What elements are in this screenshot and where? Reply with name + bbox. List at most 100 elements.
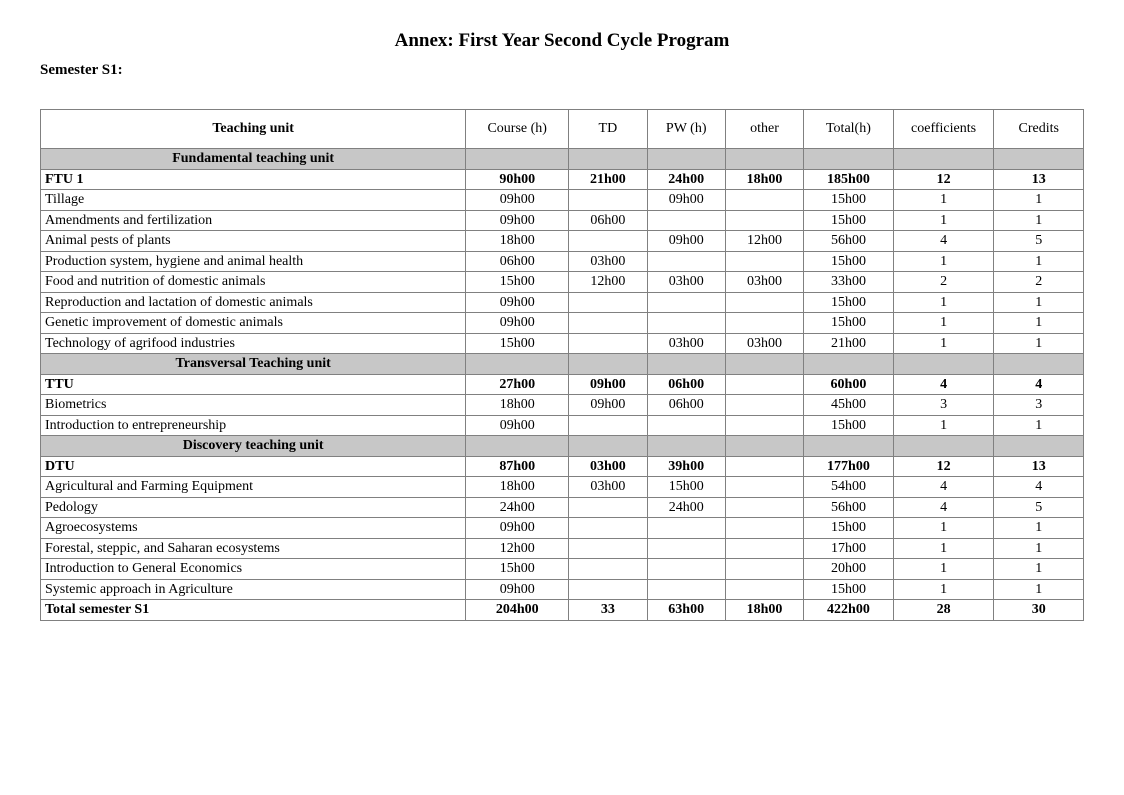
section-0-row-2-course: 18h00 <box>466 231 569 252</box>
section-1-header: TTU27h0009h0006h0060h0044 <box>41 374 1084 395</box>
section-empty <box>569 436 647 457</box>
section-1-row-1-course: 09h00 <box>466 415 569 436</box>
section-empty <box>893 436 994 457</box>
section-0-row-6: Genetic improvement of domestic animals0… <box>41 313 1084 334</box>
section-0-row-6-name: Genetic improvement of domestic animals <box>41 313 466 334</box>
section-2-row-5-coeff: 1 <box>893 579 994 600</box>
section-1-row-1-pw <box>647 415 725 436</box>
section-2-row-3-td <box>569 538 647 559</box>
section-2-row-4: Introduction to General Economics15h0020… <box>41 559 1084 580</box>
section-1-header-total: 60h00 <box>804 374 894 395</box>
section-0-row-1-total: 15h00 <box>804 210 894 231</box>
section-2-row-1-total: 56h00 <box>804 497 894 518</box>
section-1-header-td: 09h00 <box>569 374 647 395</box>
section-0-row-5-pw <box>647 292 725 313</box>
section-0-row-0-course: 09h00 <box>466 190 569 211</box>
section-0-row-3-name: Production system, hygiene and animal he… <box>41 251 466 272</box>
section-1-row-0-name: Biometrics <box>41 395 466 416</box>
section-2-header-name: DTU <box>41 456 466 477</box>
section-title-row: Fundamental teaching unit <box>41 149 1084 170</box>
section-2-row-3-total: 17h00 <box>804 538 894 559</box>
section-2-row-2-coeff: 1 <box>893 518 994 539</box>
section-empty <box>569 354 647 375</box>
section-empty <box>725 436 803 457</box>
section-0-row-0-total: 15h00 <box>804 190 894 211</box>
section-2-row-3-course: 12h00 <box>466 538 569 559</box>
section-2-header: DTU87h0003h0039h00177h001213 <box>41 456 1084 477</box>
section-2-row-5-course: 09h00 <box>466 579 569 600</box>
section-2-row-2-name: Agroecosystems <box>41 518 466 539</box>
section-2-row-0-name: Agricultural and Farming Equipment <box>41 477 466 498</box>
section-0-row-5-coeff: 1 <box>893 292 994 313</box>
section-2-header-other <box>725 456 803 477</box>
section-2-row-3-credits: 1 <box>994 538 1084 559</box>
section-empty <box>893 149 994 170</box>
section-empty <box>893 354 994 375</box>
section-0-row-6-course: 09h00 <box>466 313 569 334</box>
section-2-row-0-course: 18h00 <box>466 477 569 498</box>
section-2-row-4-name: Introduction to General Economics <box>41 559 466 580</box>
section-0-row-3-course: 06h00 <box>466 251 569 272</box>
section-0-row-7-course: 15h00 <box>466 333 569 354</box>
section-empty <box>994 436 1084 457</box>
section-title: Transversal Teaching unit <box>41 354 466 375</box>
section-1-row-0-coeff: 3 <box>893 395 994 416</box>
section-2-row-3-pw <box>647 538 725 559</box>
total-semester-row-name: Total semester S1 <box>41 600 466 621</box>
col-pw: PW (h) <box>647 110 725 149</box>
total-semester-row-total: 422h00 <box>804 600 894 621</box>
section-0-header-name: FTU 1 <box>41 169 466 190</box>
section-0-header-coeff: 12 <box>893 169 994 190</box>
section-2-row-1-course: 24h00 <box>466 497 569 518</box>
section-title: Fundamental teaching unit <box>41 149 466 170</box>
section-0-row-6-pw <box>647 313 725 334</box>
section-2-header-coeff: 12 <box>893 456 994 477</box>
section-1-row-1-total: 15h00 <box>804 415 894 436</box>
section-0-row-0-credits: 1 <box>994 190 1084 211</box>
section-0-row-5-td <box>569 292 647 313</box>
section-0-row-2-total: 56h00 <box>804 231 894 252</box>
section-0-row-7-credits: 1 <box>994 333 1084 354</box>
section-0-header-course: 90h00 <box>466 169 569 190</box>
section-2-header-total: 177h00 <box>804 456 894 477</box>
section-0-row-4: Food and nutrition of domestic animals15… <box>41 272 1084 293</box>
section-2-row-5-total: 15h00 <box>804 579 894 600</box>
col-td: TD <box>569 110 647 149</box>
section-0-row-0-pw: 09h00 <box>647 190 725 211</box>
col-course: Course (h) <box>466 110 569 149</box>
section-0-row-5-credits: 1 <box>994 292 1084 313</box>
section-1-header-course: 27h00 <box>466 374 569 395</box>
section-empty <box>466 436 569 457</box>
section-0-row-6-credits: 1 <box>994 313 1084 334</box>
section-empty <box>804 149 894 170</box>
section-0-row-5-total: 15h00 <box>804 292 894 313</box>
section-1-row-1: Introduction to entrepreneurship09h0015h… <box>41 415 1084 436</box>
section-0-row-2-coeff: 4 <box>893 231 994 252</box>
section-0-row-7: Technology of agrifood industries15h0003… <box>41 333 1084 354</box>
section-2-header-td: 03h00 <box>569 456 647 477</box>
section-0-row-3-credits: 1 <box>994 251 1084 272</box>
col-teaching-unit: Teaching unit <box>41 110 466 149</box>
section-1-row-0: Biometrics18h0009h0006h0045h0033 <box>41 395 1084 416</box>
section-empty <box>994 149 1084 170</box>
section-empty <box>725 354 803 375</box>
section-1-header-name: TTU <box>41 374 466 395</box>
total-semester-row-course: 204h00 <box>466 600 569 621</box>
section-0-header-pw: 24h00 <box>647 169 725 190</box>
section-2-row-2-total: 15h00 <box>804 518 894 539</box>
section-0-row-5-course: 09h00 <box>466 292 569 313</box>
section-0-row-1-other <box>725 210 803 231</box>
section-2-row-0-total: 54h00 <box>804 477 894 498</box>
section-1-header-other <box>725 374 803 395</box>
section-0-row-4-name: Food and nutrition of domestic animals <box>41 272 466 293</box>
section-2-row-2-td <box>569 518 647 539</box>
section-2-row-1-pw: 24h00 <box>647 497 725 518</box>
section-0-row-0-name: Tillage <box>41 190 466 211</box>
section-0-row-3-total: 15h00 <box>804 251 894 272</box>
section-1-row-0-course: 18h00 <box>466 395 569 416</box>
section-2-row-0-pw: 15h00 <box>647 477 725 498</box>
total-semester-row-td: 33 <box>569 600 647 621</box>
section-1-row-1-coeff: 1 <box>893 415 994 436</box>
section-1-row-1-credits: 1 <box>994 415 1084 436</box>
section-0-header-other: 18h00 <box>725 169 803 190</box>
